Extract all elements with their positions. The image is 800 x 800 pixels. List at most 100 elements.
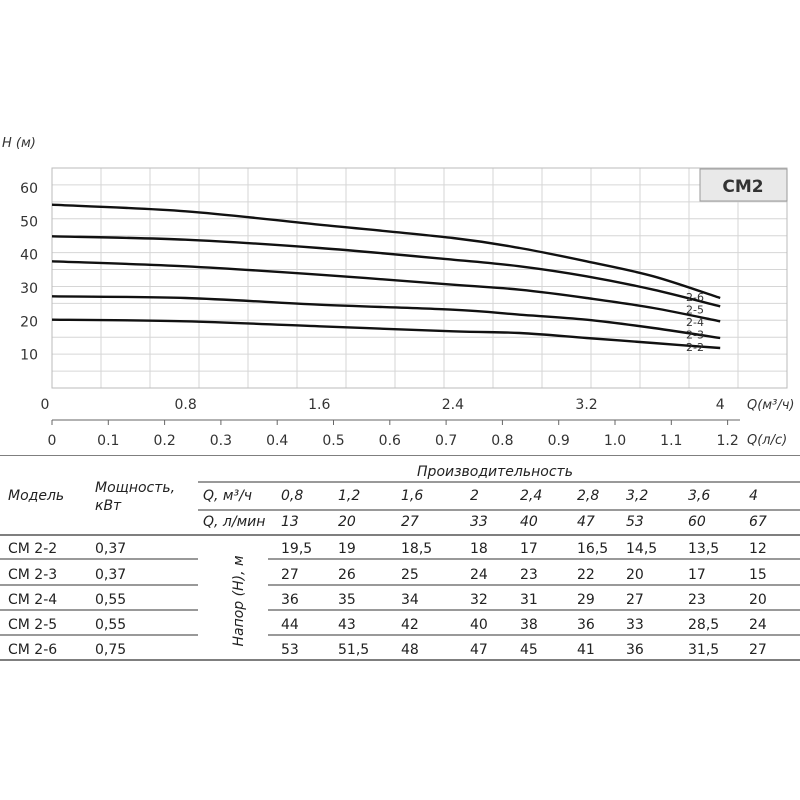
row-model: CM 2-5: [8, 617, 57, 633]
q-m3-value: 2,8: [577, 488, 599, 504]
row-head-value: 19: [338, 541, 356, 557]
x-tick-labels: 0 0.8 1.6 2.4 3.2 4: [41, 397, 725, 413]
x2-tick-label: 1.2: [716, 433, 738, 449]
series-line-2-4: [51, 260, 721, 323]
row-head-value: 28,5: [688, 617, 719, 633]
q-lmin-value: 67: [749, 514, 767, 530]
row-power: 0,55: [95, 592, 126, 608]
head-label: Напор (Н), м: [231, 555, 247, 647]
header-model: Модель: [8, 488, 64, 504]
series-label-2-6: 2-6: [686, 291, 704, 304]
row-head-value: 24: [470, 567, 488, 583]
q-lmin-value: 60: [688, 514, 706, 530]
row-head-value: 27: [626, 592, 644, 608]
row-head-value: 36: [577, 617, 595, 633]
series-label-2-4: 2-4: [686, 316, 704, 329]
x2-axis-label: Q(л/с): [747, 433, 787, 448]
row-power: 0,55: [95, 617, 126, 633]
q-lmin-value: 20: [338, 514, 356, 530]
row-head-value: 23: [520, 567, 538, 583]
row-power: 0,37: [95, 541, 126, 557]
y-tick-label: 60: [20, 181, 38, 197]
row-head-value: 18,5: [401, 541, 432, 557]
series-line-2-6: [51, 203, 721, 300]
series-line-2-5: [51, 235, 721, 308]
row-head-value: 18: [470, 541, 488, 557]
y-axis-label: H (м): [2, 136, 36, 151]
model-badge: CM2: [722, 177, 763, 197]
x2-tick-label: 0.5: [322, 433, 344, 449]
x-tick-label: 1.6: [308, 397, 330, 413]
x2-tick-label: 0.8: [491, 433, 513, 449]
x2-tick-label: 0.7: [435, 433, 457, 449]
row-model: CM 2-6: [8, 642, 57, 658]
x2-tick-label: 0.2: [153, 433, 175, 449]
row-head-value: 20: [626, 567, 644, 583]
model-badge-box: [699, 168, 788, 202]
row-head-value: 47: [470, 642, 488, 658]
row-head-value: 44: [281, 617, 299, 633]
chart-grid: [52, 168, 787, 388]
row-head-value: 36: [281, 592, 299, 608]
table-cells: 0,8 1,2 1,6 2 2,4 2,8 3,2 3,6 4 13 20 27 33 40 47 53 60 6…: [8, 488, 767, 658]
y-tick-label: 30: [20, 281, 38, 297]
x2-tick-label: 0.1: [97, 433, 119, 449]
row-head-value: 27: [281, 567, 299, 583]
row-head-value: 22: [577, 567, 595, 583]
row-head-value: 16,5: [577, 541, 608, 557]
row-head-value: 53: [281, 642, 299, 658]
x-tick-label: 0: [41, 397, 50, 413]
x2-tick-label: 0.6: [379, 433, 401, 449]
q-lmin-value: 47: [577, 514, 595, 530]
series-line-2-3: [51, 295, 721, 340]
row-head-value: 43: [338, 617, 356, 633]
row-head-value: 12: [749, 541, 767, 557]
q-m3-value: 3,6: [688, 488, 710, 504]
y-tick-label: 40: [20, 248, 38, 264]
q-m3-value: 0,8: [281, 488, 303, 504]
x2-tick-label: 0.4: [266, 433, 288, 449]
x-tick-label: 3.2: [575, 397, 597, 413]
row-head-value: 31: [520, 592, 538, 608]
row-head-value: 51,5: [338, 642, 369, 658]
row-power: 0,75: [95, 642, 126, 658]
y-tick-label: 10: [20, 348, 38, 364]
y-tick-label: 20: [20, 314, 38, 330]
series-labels: 2-62-52-42-32-2: [686, 291, 704, 354]
row-head-value: 38: [520, 617, 538, 633]
header-power-line1: Мощность,: [95, 480, 175, 496]
row-head-value: 15: [749, 567, 767, 583]
y-tick-label: 50: [20, 214, 38, 230]
x-tick-label: 2.4: [442, 397, 464, 413]
table-lines: [0, 455, 800, 661]
row-head-value: 20: [749, 592, 767, 608]
q-lmin-value: 13: [281, 514, 299, 530]
x-tick-label: 4: [716, 397, 725, 413]
q-lmin-value: 40: [520, 514, 538, 530]
q-lmin-value: 33: [470, 514, 488, 530]
row-head-value: 35: [338, 592, 356, 608]
q-m3-value: 2: [470, 488, 479, 504]
row-head-value: 32: [470, 592, 488, 608]
series-label-2-2: 2-2: [686, 341, 704, 354]
row-head-value: 36: [626, 642, 644, 658]
row-head-value: 41: [577, 642, 595, 658]
row-head-value: 31,5: [688, 642, 719, 658]
row-head-value: 17: [688, 567, 706, 583]
row-head-value: 29: [577, 592, 595, 608]
q-m3-value: 3,2: [626, 488, 648, 504]
performance-table: Модель Мощность, кВт Производительность …: [0, 455, 800, 661]
row-head-value: 33: [626, 617, 644, 633]
y-tick-labels: 60 50 40 30 20 10: [20, 181, 38, 364]
q-lmin-value: 27: [401, 514, 419, 530]
q-lmin-value: 53: [626, 514, 644, 530]
x2-tick-label: 0.9: [548, 433, 570, 449]
row-head-value: 26: [338, 567, 356, 583]
row-head-value: 45: [520, 642, 538, 658]
row-model: CM 2-2: [8, 541, 57, 557]
chart-frame: [51, 167, 788, 389]
row-model: CM 2-4: [8, 592, 57, 608]
q-m3-value: 1,6: [401, 488, 423, 504]
row-power: 0,37: [95, 567, 126, 583]
